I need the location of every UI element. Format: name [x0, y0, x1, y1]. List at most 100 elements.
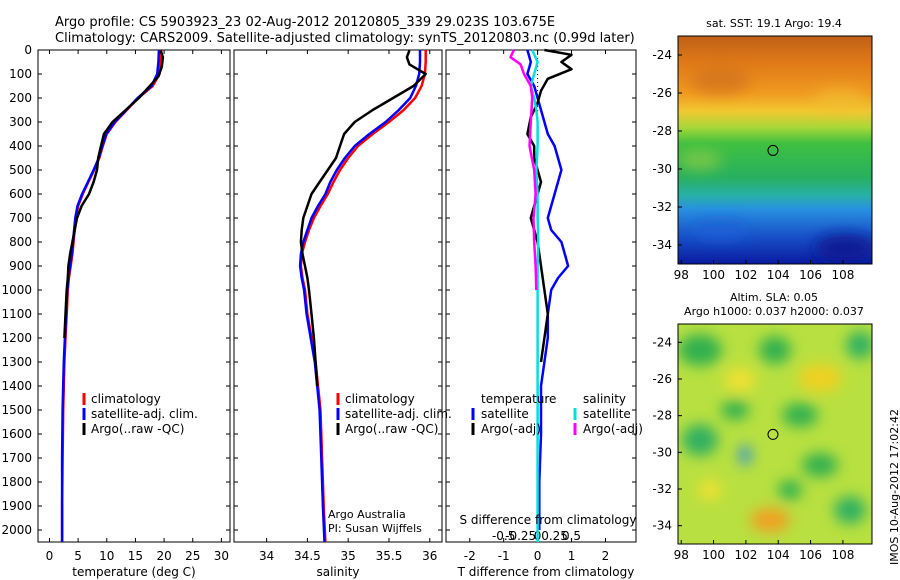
x-tick-label: -1	[498, 549, 510, 563]
s-tick-label: 0.5	[562, 529, 581, 543]
depth-tick-label: 1300	[1, 355, 32, 369]
sla-map-frame	[677, 323, 873, 545]
map-lon-label: 106	[799, 268, 822, 282]
x-tick-label: 25	[185, 549, 200, 563]
map-lat-label: -34	[652, 519, 672, 533]
depth-tick-label: 1500	[1, 403, 32, 417]
series-line	[299, 50, 427, 387]
map-lon-label: 102	[734, 268, 757, 282]
depth-tick-label: 1800	[1, 475, 32, 489]
x-tick-label: -2	[464, 549, 476, 563]
salinity-legend: climatology satellite-adj. clim. Argo(..…	[336, 392, 452, 436]
depth-tick-label: 1200	[1, 331, 32, 345]
depth-tick-label: 900	[9, 259, 32, 273]
series-line	[63, 50, 165, 339]
depth-tick-label: 700	[9, 211, 32, 225]
depth-tick-label: 800	[9, 235, 32, 249]
s-tick-label: 0.25	[541, 529, 568, 543]
sst-map-texture	[678, 66, 872, 262]
difference-panel-frame	[445, 49, 637, 543]
depth-tick-label: 500	[9, 163, 32, 177]
map-lat-label: -24	[652, 48, 672, 62]
title-line-1: Argo profile: CS 5903923_23 02-Aug-2012 …	[55, 15, 555, 30]
map-lon-label: 100	[702, 548, 725, 562]
sla-map	[678, 324, 872, 544]
legend-label-climatology: climatology	[345, 392, 415, 406]
map-lat-label: -34	[652, 238, 672, 252]
salinity-note-institution: Argo Australia	[328, 508, 406, 521]
x-tick-label: 0	[46, 549, 54, 563]
s-tick-label: -0.25	[505, 529, 536, 543]
x-tick-label: 15	[128, 549, 143, 563]
depth-tick-label: 100	[9, 67, 32, 81]
float-marker-sla	[767, 428, 779, 440]
x-tick-label: 34.5	[294, 549, 321, 563]
depth-axis-ticks: 0 100 200 300 400 500 600 700 800 900 1000 1100 1200…	[1, 43, 636, 537]
x-tick-label: 30	[214, 549, 229, 563]
series-line	[509, 49, 538, 291]
depth-tick-label: 1600	[1, 427, 32, 441]
x-tick-label: 36	[422, 549, 437, 563]
panel-x-ticks: 0 5 10 15 20 25 30 34 34.5 35 35.5 36 -2 -1 0 1 2 -0.5-0.…	[46, 50, 610, 563]
temperature-legend: climatology satellite-adj. clim. Argo(..…	[82, 392, 198, 436]
legend-label-s-argo: Argo(-adj)	[583, 422, 643, 436]
series-line	[298, 50, 422, 543]
t-difference-axis-label: T difference from climatology	[457, 565, 635, 579]
temperature-axis-label: temperature (deg C)	[72, 565, 195, 579]
salinity-note-pi: PI: Susan Wijffels	[328, 522, 422, 535]
map-lon-label: 100	[702, 268, 725, 282]
sla-map-title-1: Altim. SLA: 0.05	[730, 291, 818, 304]
depth-tick-label: 1400	[1, 379, 32, 393]
legend-label-t-argo: Argo(-adj)	[481, 422, 541, 436]
depth-tick-label: 1100	[1, 307, 32, 321]
x-tick-label: 5	[74, 549, 82, 563]
map-lon-label: 98	[674, 268, 689, 282]
map-lat-label: -28	[652, 124, 672, 138]
map-lon-label: 108	[831, 268, 854, 282]
x-tick-label: 35	[341, 549, 356, 563]
x-tick-label: 2	[602, 549, 610, 563]
map-lat-label: -26	[652, 372, 672, 386]
depth-tick-label: 200	[9, 91, 32, 105]
depth-tick-label: 0	[24, 43, 32, 57]
map-lat-label: -24	[652, 335, 672, 349]
depth-tick-label: 1900	[1, 499, 32, 513]
map-lat-label: -32	[652, 482, 672, 496]
map-lon-label: 106	[799, 548, 822, 562]
map-lon-label: 102	[734, 548, 757, 562]
x-tick-label: 10	[99, 549, 114, 563]
map-lon-label: 108	[831, 548, 854, 562]
legend-label-t-satellite: satellite	[481, 407, 529, 421]
series-line	[526, 49, 570, 530]
title-line-2: Climatology: CARS2009. Satellite-adjuste…	[55, 31, 635, 46]
map-lon-label: 104	[767, 268, 790, 282]
x-tick-label: 35.5	[376, 549, 403, 563]
legend-label-argo: Argo(..raw -QC)	[345, 422, 438, 436]
series-line	[299, 50, 427, 543]
legend-label-argo: Argo(..raw -QC)	[91, 422, 184, 436]
x-tick-label: 1	[568, 549, 576, 563]
map-lat-label: -26	[652, 86, 672, 100]
legend-label-satellite: satellite-adj. clim.	[91, 407, 198, 421]
x-tick-label: 34	[259, 549, 274, 563]
s-difference-axis-label: S difference from climatology	[460, 513, 637, 527]
side-stamp: IMOS 10-Aug-2012 17:02:42	[888, 409, 900, 565]
sla-map-texture	[678, 331, 872, 532]
temperature-panel-frame	[37, 49, 231, 543]
legend-label-satellite: satellite-adj. clim.	[345, 407, 452, 421]
sst-map	[678, 36, 872, 264]
depth-tick-label: 300	[9, 115, 32, 129]
legend-head-temperature: temperature	[481, 392, 556, 406]
salinity-axis-label: salinity	[316, 565, 359, 579]
legend-label-s-satellite: satellite	[583, 407, 631, 421]
s-tick-label: -0.5	[492, 529, 515, 543]
x-tick-label: 0	[534, 549, 542, 563]
difference-legend: temperature salinity satellite Argo(-adj…	[471, 392, 643, 436]
map-lat-label: -32	[652, 200, 672, 214]
depth-tick-label: 1000	[1, 283, 32, 297]
sst-map-frame	[677, 35, 873, 265]
float-marker-sst	[767, 144, 779, 156]
legend-label-climatology: climatology	[91, 392, 161, 406]
depth-tick-label: 400	[9, 139, 32, 153]
sst-map-title: sat. SST: 19.1 Argo: 19.4	[706, 17, 842, 30]
